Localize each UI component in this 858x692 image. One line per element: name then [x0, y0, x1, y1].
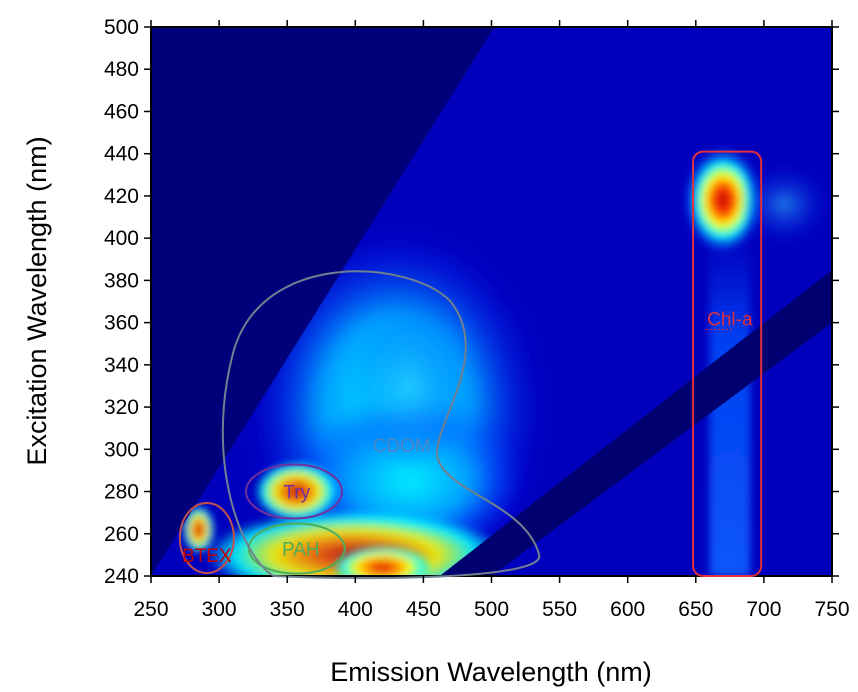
region-outline — [221, 270, 541, 580]
y-tick-label: 420 — [104, 185, 139, 208]
region-label: Chl-a — [707, 309, 753, 330]
y-tick-label: 300 — [104, 438, 139, 461]
intensity-peak — [182, 505, 215, 554]
rayleigh-masked-triangle — [151, 27, 495, 576]
x-tick-label: 500 — [474, 598, 509, 621]
region-cdom: CDOM — [221, 270, 541, 580]
region-outlines: BTEX Try PAH CDOM Chl-a — [178, 150, 763, 580]
y-tick-label: 320 — [104, 396, 139, 419]
intensity-peak — [332, 545, 433, 576]
y-tick-label: 340 — [104, 354, 139, 377]
x-tick-label: 600 — [610, 598, 645, 621]
region-label: BTEX — [182, 546, 232, 567]
region-chl-a: Chl-a — [692, 150, 763, 577]
x-tick-label: 300 — [202, 598, 237, 621]
y-tick-label: 400 — [104, 227, 139, 250]
intensity-peak — [254, 461, 339, 522]
intensity-peak — [349, 305, 470, 466]
y-tick-label: 360 — [104, 312, 139, 335]
y-tick-label: 260 — [104, 523, 139, 546]
y-axis-label: Excitation Wavelength (nm) — [22, 136, 52, 465]
plot-area — [151, 27, 832, 576]
y-tick-label: 380 — [104, 269, 139, 292]
region-label: Try — [283, 483, 310, 504]
region-outline — [245, 463, 344, 520]
region-label: PAH — [282, 540, 320, 561]
x-tick-label: 350 — [270, 598, 305, 621]
y-tick-label: 500 — [104, 16, 139, 39]
x-tick-label: 400 — [338, 598, 373, 621]
y-tick-label: 460 — [104, 100, 139, 123]
intensity-peak — [739, 164, 830, 245]
y-tick-label: 480 — [104, 58, 139, 81]
x-tick-label: 750 — [814, 598, 849, 621]
region-btex: BTEX — [178, 501, 235, 574]
bottom-band-glow — [205, 509, 506, 576]
x-tick-label: 450 — [406, 598, 441, 621]
x-axis-label: Emission Wavelength (nm) — [330, 657, 652, 687]
axes: 250 300 350 400 450 500 550 600 650 700 750 240 260 2… — [104, 16, 850, 621]
y-tick-label: 280 — [104, 481, 139, 504]
x-tick-label: 650 — [678, 598, 713, 621]
region-outline — [178, 501, 235, 574]
scatter-masked-band — [439, 269, 832, 576]
region-label: CDOM — [373, 436, 431, 457]
x-tick-label: 700 — [746, 598, 781, 621]
y-tick-label: 240 — [104, 565, 139, 588]
region-try: Try — [245, 463, 344, 520]
y-tick-label: 440 — [104, 143, 139, 166]
x-tick-label: 550 — [542, 598, 577, 621]
intensity-peak — [683, 145, 764, 256]
region-outline — [692, 150, 763, 577]
x-tick-label: 250 — [133, 598, 168, 621]
